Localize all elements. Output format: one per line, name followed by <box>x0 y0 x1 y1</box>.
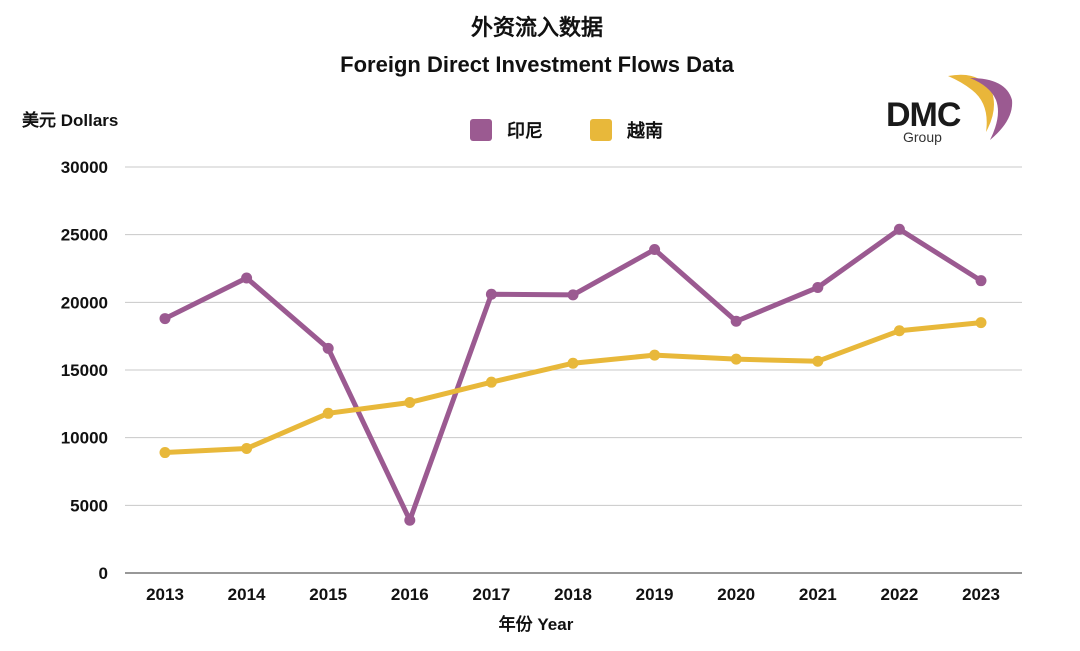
data-point <box>404 514 416 526</box>
data-point <box>567 289 579 301</box>
x-tick-label: 2023 <box>962 585 1000 604</box>
data-point <box>649 349 661 361</box>
data-point <box>893 325 905 337</box>
x-tick-label: 2019 <box>636 585 674 604</box>
data-point <box>730 353 742 365</box>
data-point <box>241 442 253 454</box>
logo-subtext: Group <box>903 129 942 145</box>
data-point <box>975 317 987 329</box>
data-point <box>893 223 905 235</box>
y-tick-labels: 0 5000 10000 15000 20000 25000 30000 <box>61 158 108 583</box>
logo-text: DMC <box>886 96 961 134</box>
series-line <box>162 320 984 456</box>
x-tick-label: 2013 <box>146 585 184 604</box>
logo-swoosh-gold <box>948 74 994 132</box>
y-tick-label: 25000 <box>61 226 108 245</box>
x-tick-labels: 2013 2014 2015 2016 2017 2018 2019 2020 2021 2022… <box>146 585 1000 604</box>
x-tick-label: 2015 <box>309 585 347 604</box>
y-axis-label: 美元 Dollars <box>22 110 118 130</box>
data-point <box>241 272 253 284</box>
data-point <box>485 288 497 300</box>
series-0 <box>159 223 987 526</box>
data-point <box>730 315 742 327</box>
y-tick-label: 10000 <box>61 429 108 448</box>
legend-label-vietnam: 越南 <box>626 120 663 141</box>
chart-subtitle: Foreign Direct Investment Flows Data <box>340 52 734 77</box>
data-point <box>159 447 171 459</box>
data-point <box>404 396 416 408</box>
x-tick-label: 2016 <box>391 585 429 604</box>
legend-swatch-indonesia <box>470 119 492 141</box>
x-tick-label: 2014 <box>228 585 266 604</box>
y-tick-label: 20000 <box>61 293 108 312</box>
legend: 印尼 越南 <box>470 119 663 141</box>
chart-title: 外资流入数据 <box>471 15 603 40</box>
x-tick-label: 2021 <box>799 585 837 604</box>
legend-swatch-vietnam <box>590 119 612 141</box>
data-point <box>322 342 334 354</box>
series-lines <box>159 223 987 526</box>
data-point <box>567 357 579 369</box>
y-tick-label: 5000 <box>70 496 108 515</box>
data-point <box>322 407 334 419</box>
x-tick-label: 2022 <box>880 585 918 604</box>
data-point <box>485 376 497 388</box>
series-line <box>162 226 984 523</box>
y-tick-label: 15000 <box>61 361 108 380</box>
legend-label-indonesia: 印尼 <box>507 121 543 141</box>
data-point <box>812 281 824 293</box>
x-axis-label: 年份 Year <box>499 614 574 634</box>
logo-swoosh-purple <box>970 78 1013 140</box>
gridlines <box>125 166 1022 574</box>
x-tick-label: 2018 <box>554 585 592 604</box>
data-point <box>159 313 171 325</box>
x-tick-label: 2017 <box>472 585 510 604</box>
data-point <box>975 275 987 287</box>
y-tick-label: 30000 <box>61 158 108 177</box>
data-point <box>649 244 661 256</box>
x-tick-label: 2020 <box>717 585 755 604</box>
data-point <box>812 355 824 367</box>
series-1 <box>159 317 987 459</box>
dmc-logo: DMC Group <box>886 74 1013 145</box>
y-tick-label: 0 <box>99 564 108 583</box>
